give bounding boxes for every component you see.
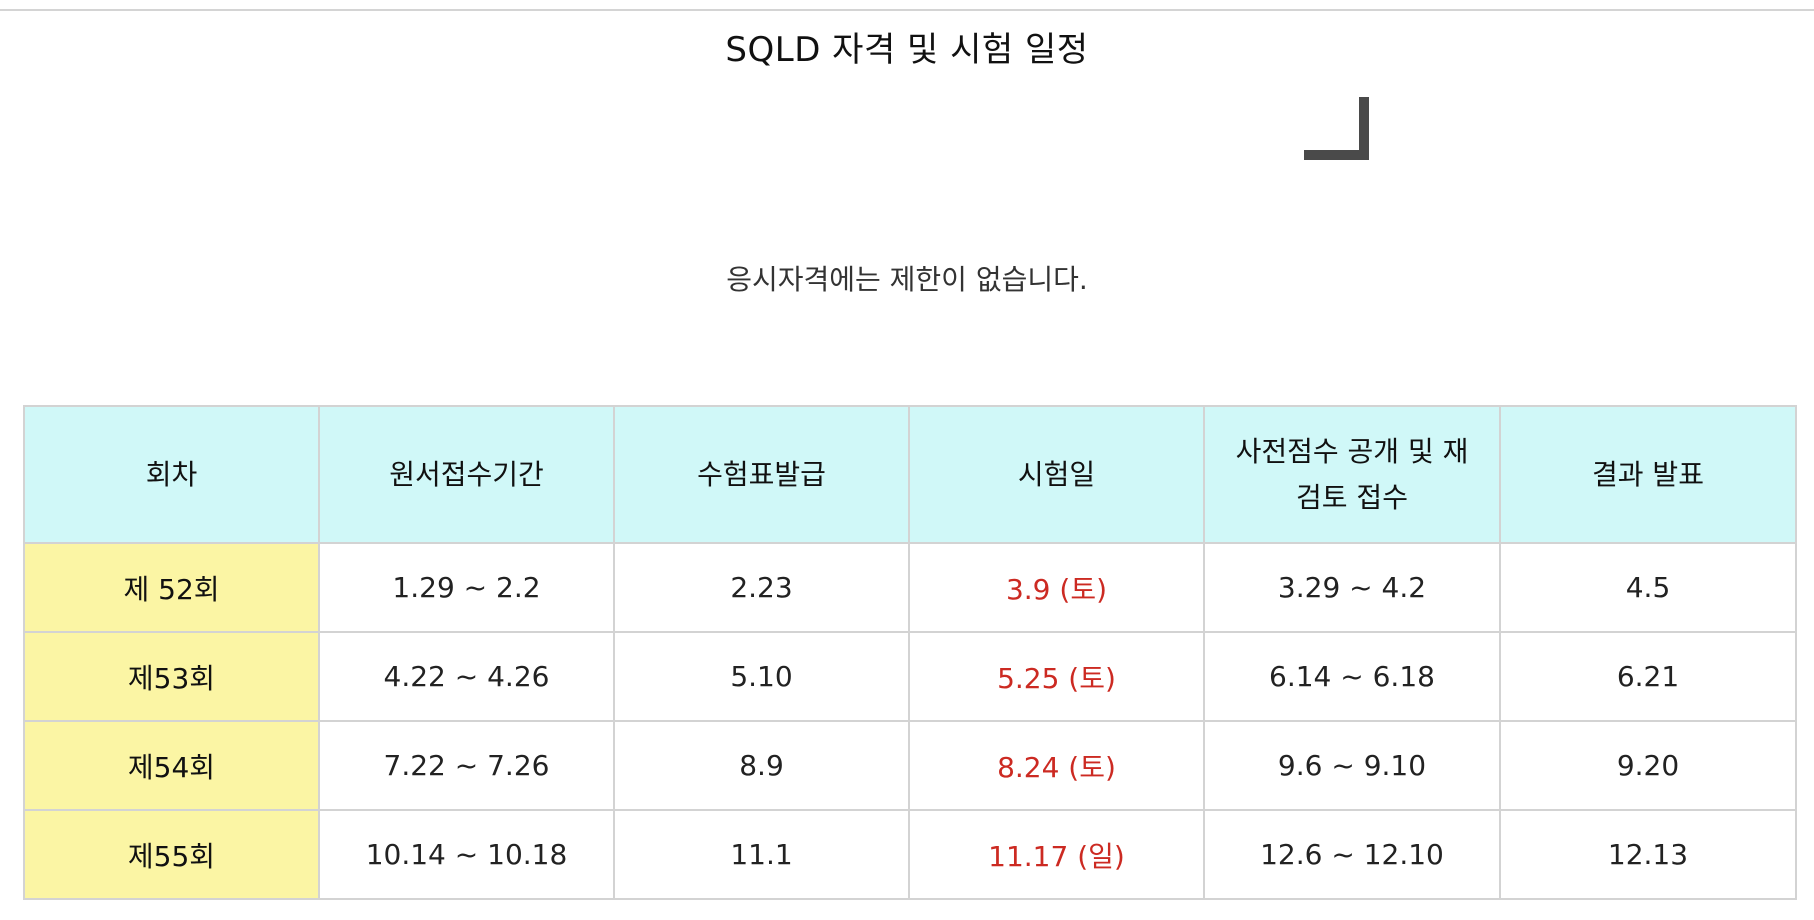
admission-ticket-cell: 8.9	[613, 720, 910, 811]
result-date-cell: 4.5	[1499, 542, 1797, 633]
application-period-cell: 1.29 ~ 2.2	[318, 542, 615, 633]
header-result-announcement: 결과 발표	[1499, 405, 1797, 544]
admission-ticket-cell: 2.23	[613, 542, 910, 633]
header-application-period: 원서접수기간	[318, 405, 615, 544]
exam-date-cell: 8.24 (토)	[908, 720, 1205, 811]
application-period-cell: 4.22 ~ 4.26	[318, 631, 615, 722]
round-cell: 제55회	[23, 809, 320, 900]
exam-date-cell: 3.9 (토)	[908, 542, 1205, 633]
application-period-cell: 10.14 ~ 10.18	[318, 809, 615, 900]
score-review-cell: 3.29 ~ 4.2	[1203, 542, 1501, 633]
round-cell: 제53회	[23, 631, 320, 722]
table-row: 제55회 10.14 ~ 10.18 11.1 11.17 (일) 12.6 ~…	[23, 809, 1797, 900]
header-preliminary-score-review: 사전점수 공개 및 재검토 접수	[1203, 405, 1501, 544]
result-date-cell: 12.13	[1499, 809, 1797, 900]
table-row: 제54회 7.22 ~ 7.26 8.9 8.24 (토) 9.6 ~ 9.10…	[23, 720, 1797, 811]
header-exam-date: 시험일	[908, 405, 1205, 544]
round-cell: 제 52회	[23, 542, 320, 633]
exam-schedule-table: 회차 원서접수기간 수험표발급 시험일 사전점수 공개 및 재검토 접수 결과 …	[23, 405, 1797, 900]
page-title: SQLD 자격 및 시험 일정	[725, 30, 1089, 70]
admission-ticket-cell: 5.10	[613, 631, 910, 722]
table-row: 제53회 4.22 ~ 4.26 5.10 5.25 (토) 6.14 ~ 6.…	[23, 631, 1797, 722]
corner-bracket-icon	[1304, 97, 1369, 160]
header-round: 회차	[23, 405, 320, 544]
result-date-cell: 9.20	[1499, 720, 1797, 811]
exam-date-cell: 11.17 (일)	[908, 809, 1205, 900]
result-date-cell: 6.21	[1499, 631, 1797, 722]
admission-ticket-cell: 11.1	[613, 809, 910, 900]
round-cell: 제54회	[23, 720, 320, 811]
score-review-cell: 12.6 ~ 12.10	[1203, 809, 1501, 900]
exam-date-cell: 5.25 (토)	[908, 631, 1205, 722]
score-review-cell: 6.14 ~ 6.18	[1203, 631, 1501, 722]
eligibility-notice: 응시자격에는 제한이 없습니다.	[726, 263, 1088, 296]
table-row: 제 52회 1.29 ~ 2.2 2.23 3.9 (토) 3.29 ~ 4.2…	[23, 542, 1797, 633]
score-review-cell: 9.6 ~ 9.10	[1203, 720, 1501, 811]
header-admission-ticket: 수험표발급	[613, 405, 910, 544]
table-header-row: 회차 원서접수기간 수험표발급 시험일 사전점수 공개 및 재검토 접수 결과 …	[23, 405, 1797, 544]
application-period-cell: 7.22 ~ 7.26	[318, 720, 615, 811]
top-divider	[0, 9, 1814, 11]
